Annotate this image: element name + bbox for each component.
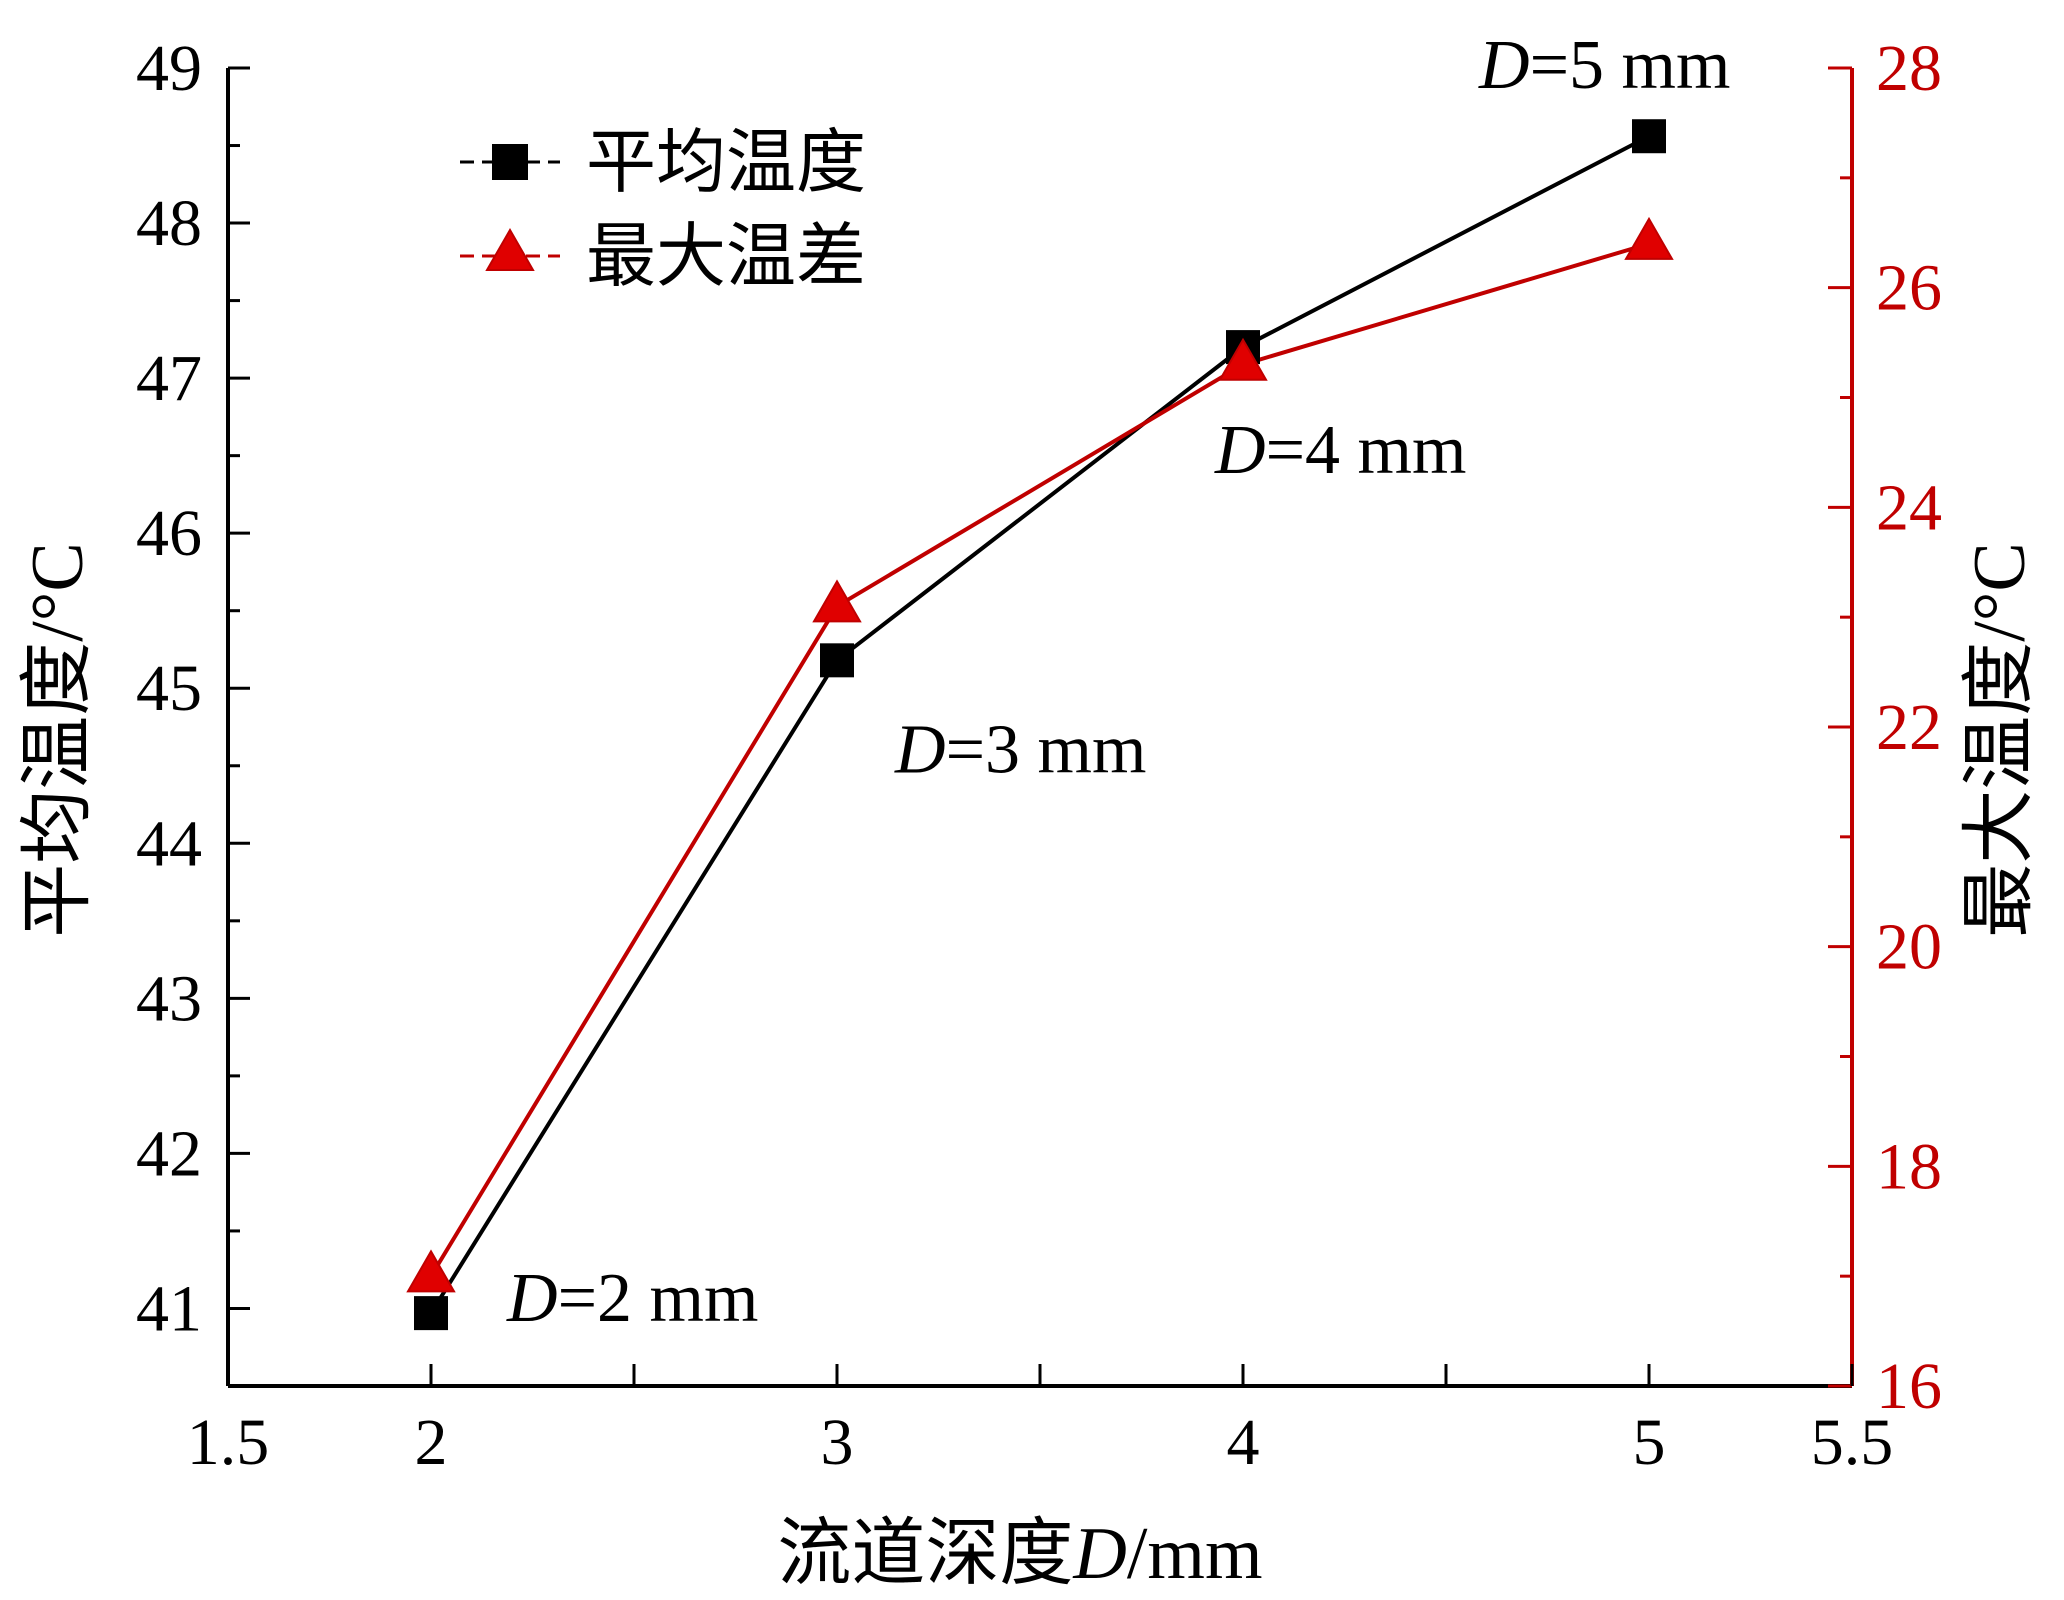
annotation-d4: D=4 mm xyxy=(1214,412,1466,489)
annotation-text: =5 mm xyxy=(1530,27,1731,104)
annotation-var: D xyxy=(1214,412,1266,489)
max-diff-point xyxy=(812,579,862,623)
right-axis-ticks: 16 18 20 22 24 26 28 xyxy=(1828,32,1942,1423)
left-tick-label: 49 xyxy=(136,32,202,105)
x-axis-title-suffix: /mm xyxy=(1127,1513,1263,1595)
left-tick-label: 44 xyxy=(136,807,202,880)
avg-temp-point xyxy=(820,643,854,678)
x-axis-title-var: D xyxy=(1072,1513,1126,1595)
legend-item-max-diff: 最大温差 xyxy=(460,219,866,296)
right-tick-label: 24 xyxy=(1876,471,1942,544)
bottom-tick-label: 4 xyxy=(1227,1406,1260,1479)
bottom-tick-label: 3 xyxy=(821,1406,854,1479)
bottom-tick-label: 5 xyxy=(1633,1406,1666,1479)
left-axis-ticks: 41 42 43 44 45 46 47 48 49 xyxy=(136,32,250,1388)
annotation-var: D xyxy=(894,711,946,788)
bottom-tick-label: 5.5 xyxy=(1811,1406,1894,1479)
legend-item-avg-temp: 平均温度 xyxy=(460,125,866,202)
max-diff-point xyxy=(406,1249,456,1293)
right-tick-label: 28 xyxy=(1876,32,1942,105)
right-tick-label: 18 xyxy=(1876,1130,1942,1203)
max-diff-point xyxy=(1218,337,1268,381)
bottom-tick-label: 1.5 xyxy=(187,1406,270,1479)
left-tick-label: 45 xyxy=(136,652,202,725)
series-markers xyxy=(406,119,1674,1331)
annotation-text: =2 mm xyxy=(558,1260,759,1337)
left-tick-label: 48 xyxy=(136,187,202,260)
annotation-var: D xyxy=(1478,27,1530,104)
left-tick-label: 41 xyxy=(136,1272,202,1345)
annotation-d3: D=3 mm xyxy=(894,711,1146,788)
bottom-tick-label: 2 xyxy=(415,1406,448,1479)
right-tick-label: 16 xyxy=(1876,1350,1942,1423)
point-annotations: D=2 mmD=3 mmD=4 mmD=5 mm xyxy=(506,27,1730,1337)
legend-max-diff-marker xyxy=(485,227,535,271)
left-tick-label: 43 xyxy=(136,962,202,1035)
left-tick-label: 42 xyxy=(136,1117,202,1190)
legend-avg-temp-marker xyxy=(492,144,528,180)
annotation-d2: D=2 mm xyxy=(506,1260,758,1337)
left-tick-label: 47 xyxy=(136,342,202,415)
annotation-d5: D=5 mm xyxy=(1478,27,1730,104)
annotation-text: =3 mm xyxy=(946,711,1147,788)
right-axis-title: 最大温度/°C xyxy=(1959,542,2041,938)
legend: 平均温度 最大温差 xyxy=(460,125,866,296)
series-line-1 xyxy=(429,241,1650,1278)
left-axis-title: 平均温度/°C xyxy=(17,542,99,938)
bottom-axis-ticks: 1.5 2 3 4 5 5.5 xyxy=(187,1364,1894,1479)
series-lines xyxy=(429,134,1650,1315)
avg-temp-point xyxy=(1632,119,1666,154)
annotation-text: =4 mm xyxy=(1266,412,1467,489)
x-axis-title: 流道深度D/mm xyxy=(777,1513,1262,1595)
legend-avg-temp-label: 平均温度 xyxy=(586,125,866,202)
x-axis-title-prefix: 流道深度 xyxy=(777,1513,1073,1595)
right-tick-label: 26 xyxy=(1876,252,1942,325)
avg-temp-point xyxy=(414,1296,448,1331)
legend-max-diff-label: 最大温差 xyxy=(586,219,866,296)
annotation-var: D xyxy=(506,1260,558,1337)
right-tick-label: 20 xyxy=(1876,911,1942,984)
series-line-0 xyxy=(429,134,1650,1315)
left-tick-label: 46 xyxy=(136,497,202,570)
right-tick-label: 22 xyxy=(1876,691,1942,764)
max-diff-point xyxy=(1624,216,1674,260)
